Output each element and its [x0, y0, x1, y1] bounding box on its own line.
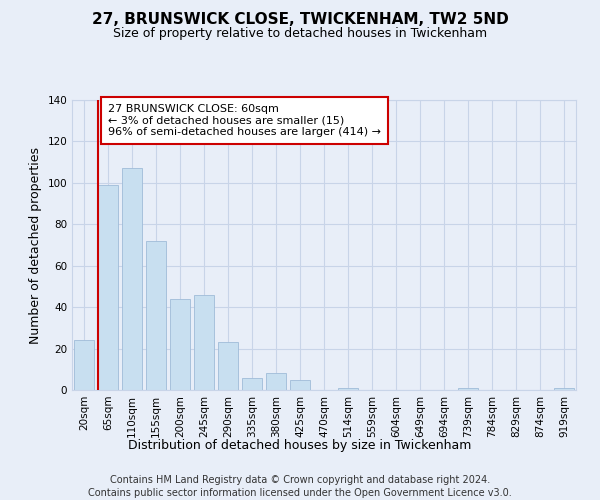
Bar	[194, 294, 214, 390]
Bar	[338, 388, 358, 390]
Bar	[98, 185, 118, 390]
Bar	[554, 388, 574, 390]
Text: 27 BRUNSWICK CLOSE: 60sqm
← 3% of detached houses are smaller (15)
96% of semi-d: 27 BRUNSWICK CLOSE: 60sqm ← 3% of detach…	[108, 104, 381, 138]
Bar	[290, 380, 310, 390]
Text: Contains HM Land Registry data © Crown copyright and database right 2024.: Contains HM Land Registry data © Crown c…	[110, 475, 490, 485]
Text: Size of property relative to detached houses in Twickenham: Size of property relative to detached ho…	[113, 28, 487, 40]
Bar	[242, 378, 262, 390]
Bar	[170, 299, 190, 390]
Text: Distribution of detached houses by size in Twickenham: Distribution of detached houses by size …	[128, 438, 472, 452]
Text: 27, BRUNSWICK CLOSE, TWICKENHAM, TW2 5ND: 27, BRUNSWICK CLOSE, TWICKENHAM, TW2 5ND	[92, 12, 508, 28]
Y-axis label: Number of detached properties: Number of detached properties	[29, 146, 42, 344]
Bar	[74, 340, 94, 390]
Bar	[458, 388, 478, 390]
Text: Contains public sector information licensed under the Open Government Licence v3: Contains public sector information licen…	[88, 488, 512, 498]
Bar	[146, 241, 166, 390]
Bar	[218, 342, 238, 390]
Bar	[266, 374, 286, 390]
Bar	[122, 168, 142, 390]
